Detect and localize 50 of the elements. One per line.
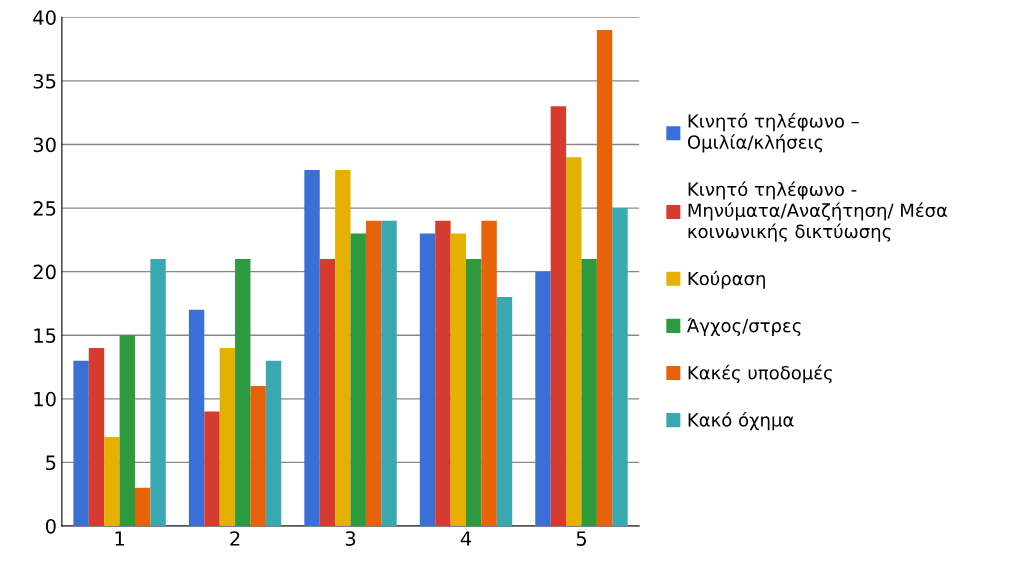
- bar: [119, 335, 135, 526]
- bar: [304, 169, 320, 526]
- bar: [73, 360, 89, 526]
- bar: [204, 411, 220, 526]
- bar: [566, 157, 582, 526]
- legend-label: Κακό όχημα: [688, 411, 794, 431]
- bar: [596, 30, 613, 526]
- bar: [450, 233, 467, 526]
- y-tick-label: 20: [33, 264, 56, 280]
- bar: [219, 347, 236, 526]
- x-tick-label: 5: [576, 531, 586, 546]
- bar: [235, 258, 251, 526]
- x-tick-label: 3: [345, 531, 356, 546]
- bar: [365, 220, 382, 526]
- bar: [481, 220, 497, 526]
- bar: [435, 220, 451, 526]
- bar: [150, 258, 166, 526]
- legend-label: Κινητό τηλέφωνο – Ομιλία/κλήσεις: [687, 113, 859, 153]
- bar: [550, 106, 567, 526]
- bar: [88, 347, 105, 526]
- y-tick-label: 25: [33, 201, 56, 216]
- y-tick-label: 15: [34, 328, 56, 343]
- x-tick-label: 2: [230, 531, 240, 546]
- bar: [496, 297, 513, 526]
- bar: [265, 360, 282, 526]
- bar: [419, 233, 436, 526]
- y-tick-label: 0: [45, 518, 56, 534]
- bar: [466, 258, 482, 526]
- bar: [612, 208, 628, 526]
- bar: [250, 386, 266, 526]
- legend-label: Κινητό τηλέφωνο - Μηνύματα/Αναζήτηση/ Μέσα κοινωνικής δικτύωσης: [688, 181, 948, 242]
- y-tick-label: 40: [33, 10, 56, 25]
- y-tick-label: 5: [46, 455, 56, 471]
- bar: [581, 258, 597, 526]
- bar: [104, 436, 120, 526]
- y-tick-label: 10: [34, 391, 56, 407]
- bar: [350, 233, 366, 526]
- y-tick-label: 30: [33, 137, 56, 153]
- legend-label: Κακές υποδομές: [688, 364, 832, 384]
- bar: [134, 487, 151, 526]
- bar: [319, 258, 336, 526]
- bar: [535, 271, 551, 526]
- bar: [335, 169, 351, 526]
- x-tick-label: 1: [115, 531, 124, 546]
- bar: [381, 220, 397, 526]
- x-tick-label: 4: [460, 531, 472, 546]
- legend-label: Άγχος/στρες: [687, 317, 801, 336]
- bar: [188, 309, 205, 526]
- y-tick-label: 35: [33, 73, 56, 89]
- legend-label: Κούραση: [688, 270, 765, 289]
